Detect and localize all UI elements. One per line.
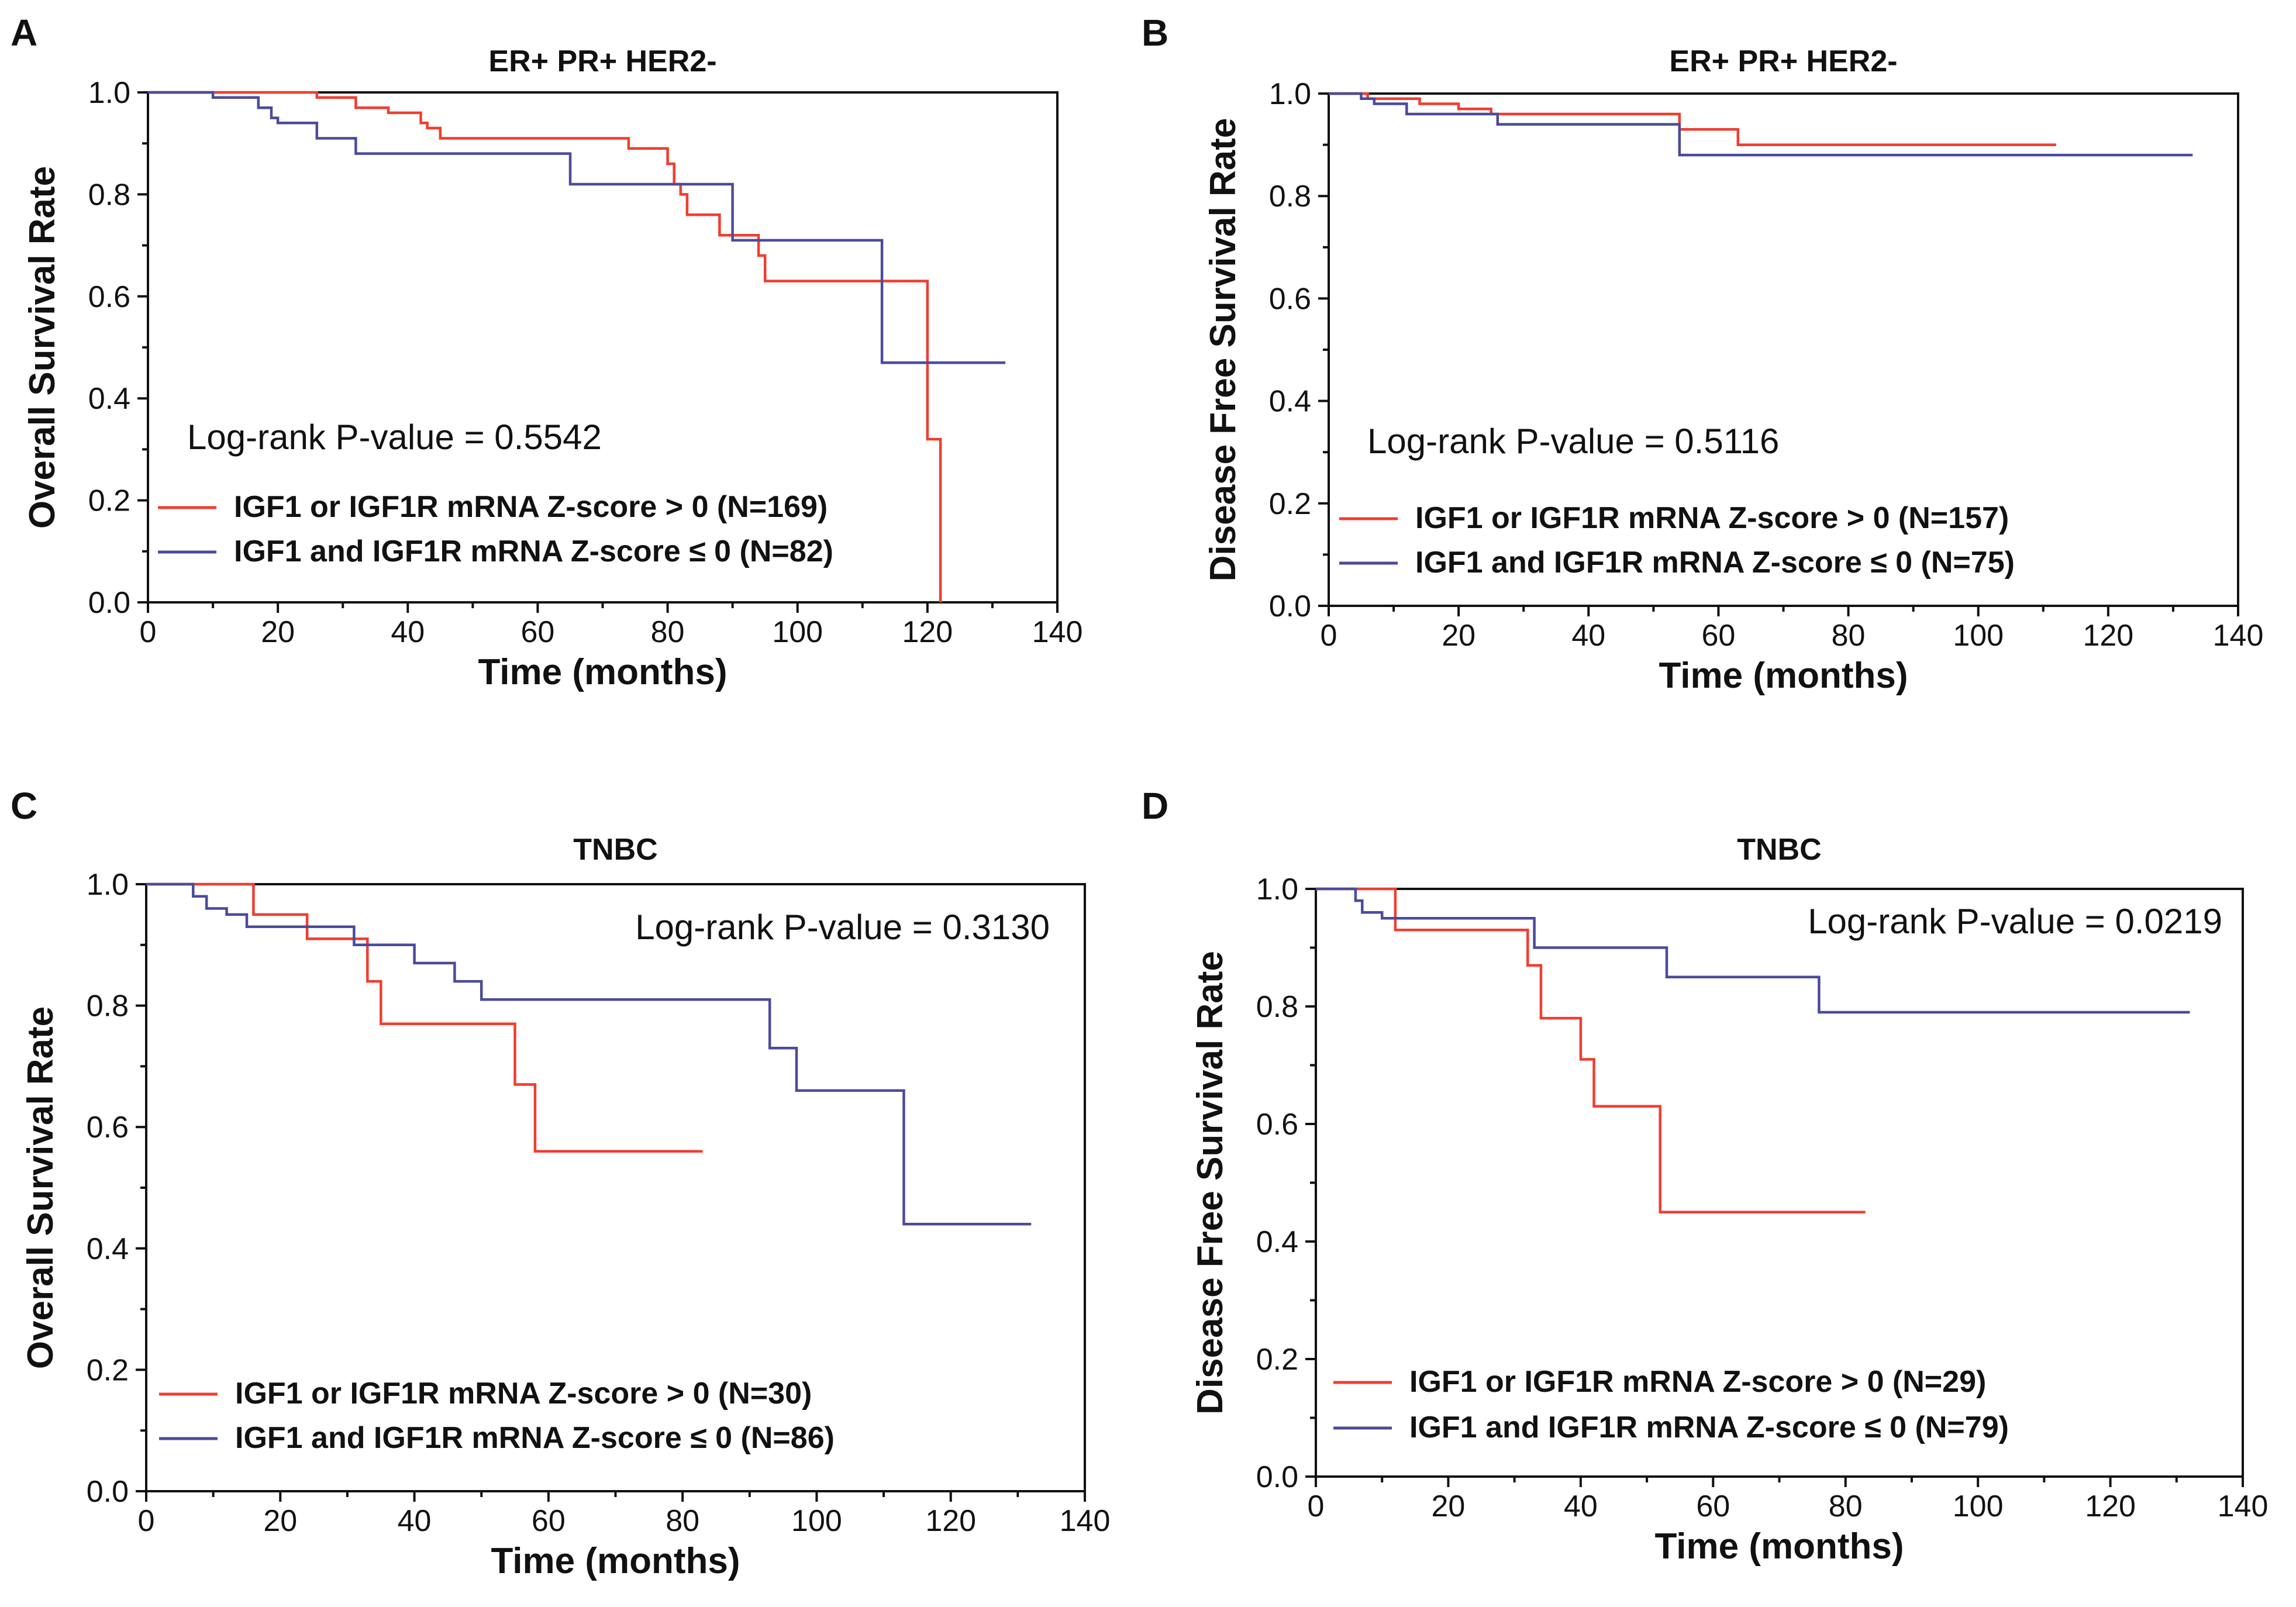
y-axis-label: Disease Free Survival Rate — [1190, 951, 1230, 1415]
x-tick-label: 140 — [2213, 619, 2264, 653]
y-tick-label: 0.6 — [88, 280, 130, 314]
y-tick-label: 0.4 — [88, 382, 130, 416]
y-tick-label: 0.0 — [88, 586, 130, 620]
x-tick-label: 40 — [391, 615, 425, 649]
legend-label: IGF1 and IGF1R mRNA Z-score ≤ 0 (N=75) — [1415, 546, 2015, 580]
chart-panel-c: C TNBC 0 20 40 60 80 100 120 140 0.0 0.2 0.4 0.6 0.8 1.… — [11, 785, 1110, 1581]
y-tick-label: 0.0 — [87, 1475, 129, 1509]
x-tick-label: 20 — [1442, 619, 1475, 653]
x-tick-label: 0 — [138, 1504, 155, 1538]
x-tick-label: 60 — [1696, 1489, 1730, 1523]
x-axis-label: Time (months) — [478, 652, 728, 692]
x-tick-label: 80 — [666, 1504, 699, 1538]
y-axis-label: Overall Survival Rate — [22, 166, 63, 529]
x-tick-label: 100 — [1953, 619, 2004, 653]
series-line-1 — [146, 882, 703, 1153]
y-tick-label: 0.6 — [1269, 282, 1311, 316]
chart-panel-d: D TNBC 0 20 40 60 80 100 120 140 0.0 0.2 0.4 0.6 0.8 1.… — [1142, 785, 2268, 1567]
y-tick-label: 0.8 — [87, 989, 129, 1023]
x-tick-label: 100 — [1953, 1489, 2004, 1523]
chart-title: ER+ PR+ HER2- — [488, 44, 716, 78]
panel-letter: D — [1142, 785, 1168, 827]
chart-title: ER+ PR+ HER2- — [1669, 44, 1897, 78]
log-rank-annotation: Log-rank P-value = 0.0219 — [1808, 902, 2222, 941]
x-tick-label: 60 — [532, 1504, 566, 1538]
plot-frame — [147, 91, 1059, 604]
y-tick-label: 0.4 — [1256, 1225, 1298, 1259]
x-tick-label: 60 — [1702, 619, 1736, 653]
panel-letter: C — [11, 785, 37, 827]
x-axis-label: Time (months) — [1659, 656, 1908, 696]
y-tick-label: 0.6 — [87, 1111, 129, 1144]
y-tick-label: 1.0 — [88, 76, 130, 110]
x-tick-label: 120 — [925, 1504, 976, 1538]
log-rank-annotation: Log-rank P-value = 0.3130 — [635, 908, 1050, 947]
y-tick-label: 0.4 — [87, 1232, 129, 1266]
x-tick-label: 40 — [1571, 619, 1605, 653]
y-tick-label: 0.2 — [1256, 1343, 1298, 1377]
y-tick-label: 0.8 — [1256, 990, 1298, 1024]
y-tick-label: 1.0 — [87, 868, 129, 902]
x-axis-label: Time (months) — [491, 1541, 740, 1581]
x-tick-label: 0 — [1321, 619, 1337, 653]
series-line-2 — [1316, 887, 2190, 1014]
x-tick-label: 80 — [1829, 1489, 1863, 1523]
log-rank-annotation: Log-rank P-value = 0.5116 — [1367, 422, 1779, 461]
y-tick-label: 1.0 — [1269, 77, 1311, 111]
panel-letter: A — [11, 12, 37, 54]
series-line-2 — [148, 91, 1006, 364]
legend-label: IGF1 and IGF1R mRNA Z-score ≤ 0 (N=86) — [235, 1421, 835, 1455]
panel-letter: B — [1142, 12, 1168, 54]
series-line-2 — [146, 882, 1032, 1226]
y-axis-label: Overall Survival Rate — [20, 1006, 61, 1369]
y-tick-label: 0.0 — [1256, 1460, 1298, 1494]
series-line-1 — [148, 91, 942, 602]
x-tick-label: 80 — [651, 615, 685, 649]
x-tick-label: 60 — [521, 615, 555, 649]
y-tick-label: 0.8 — [88, 178, 130, 212]
y-tick-label: 0.2 — [1269, 487, 1311, 521]
x-tick-label: 80 — [1832, 619, 1866, 653]
y-tick-label: 0.2 — [88, 484, 130, 518]
log-rank-annotation: Log-rank P-value = 0.5542 — [187, 418, 602, 457]
x-tick-label: 40 — [398, 1504, 432, 1538]
y-tick-label: 0.0 — [1269, 589, 1311, 623]
chart-title: TNBC — [573, 833, 657, 867]
x-tick-label: 140 — [1060, 1504, 1111, 1538]
chart-title: TNBC — [1737, 833, 1821, 867]
y-tick-label: 0.8 — [1269, 180, 1311, 213]
x-tick-label: 20 — [261, 615, 295, 649]
y-tick-label: 0.2 — [87, 1353, 129, 1387]
x-tick-label: 140 — [1032, 615, 1083, 649]
y-tick-label: 1.0 — [1256, 873, 1298, 906]
x-tick-label: 0 — [1308, 1489, 1325, 1523]
x-tick-label: 120 — [2085, 1489, 2136, 1523]
y-axis-label: Disease Free Survival Rate — [1203, 118, 1243, 582]
legend-label: IGF1 or IGF1R mRNA Z-score > 0 (N=157) — [1415, 501, 2009, 535]
series-line-1 — [1329, 92, 2056, 146]
x-tick-label: 20 — [263, 1504, 297, 1538]
x-tick-label: 20 — [1432, 1489, 1466, 1523]
x-axis-label: Time (months) — [1655, 1526, 1904, 1567]
chart-panel-a: A ER+ PR+ HER2- 0 20 40 60 80 100 120 140 0.0 0.2 0.… — [11, 12, 1083, 692]
legend-label: IGF1 or IGF1R mRNA Z-score > 0 (N=169) — [234, 490, 828, 524]
x-tick-label: 120 — [2083, 619, 2133, 653]
legend-label: IGF1 or IGF1R mRNA Z-score > 0 (N=30) — [235, 1377, 812, 1411]
x-tick-label: 140 — [2218, 1489, 2269, 1523]
x-tick-label: 100 — [791, 1504, 842, 1538]
x-tick-label: 40 — [1564, 1489, 1598, 1523]
x-tick-label: 100 — [772, 615, 823, 649]
series-line-2 — [1329, 92, 2193, 157]
y-tick-label: 0.6 — [1256, 1108, 1298, 1142]
legend-label: IGF1 and IGF1R mRNA Z-score ≤ 0 (N=82) — [234, 534, 833, 568]
y-tick-label: 0.4 — [1269, 385, 1311, 419]
x-tick-label: 0 — [140, 615, 157, 649]
series-line-1 — [1316, 887, 1866, 1214]
x-tick-label: 120 — [902, 615, 953, 649]
legend-label: IGF1 and IGF1R mRNA Z-score ≤ 0 (N=79) — [1409, 1411, 2009, 1444]
chart-panel-b: B ER+ PR+ HER2- 0 20 40 60 80 100 120 140 0.0 0.2 0.… — [1142, 12, 2263, 696]
legend-label: IGF1 or IGF1R mRNA Z-score > 0 (N=29) — [1409, 1365, 1986, 1399]
